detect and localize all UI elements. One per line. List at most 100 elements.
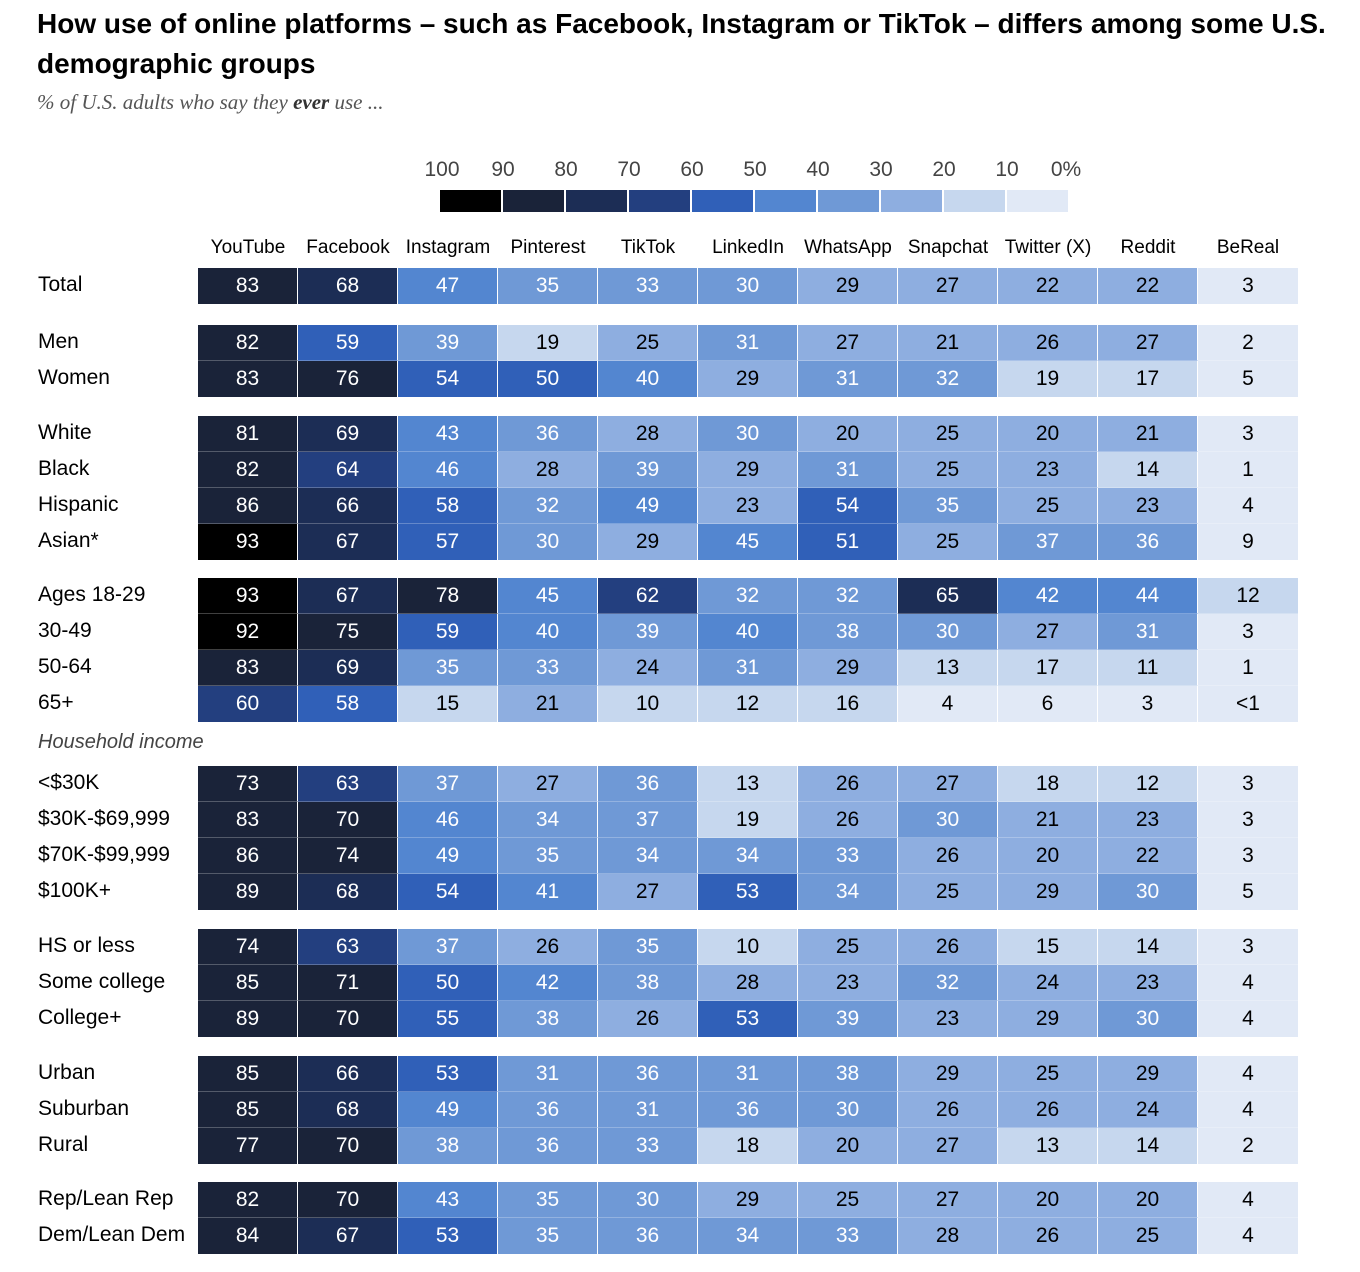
heatmap-cell: 13 [998, 1128, 1098, 1164]
heatmap-cell: 30 [1098, 874, 1198, 910]
heatmap-cell: 28 [898, 1218, 998, 1254]
heatmap-cell: 31 [698, 1056, 798, 1092]
heatmap-cell: 34 [498, 802, 598, 838]
heatmap-cell: 26 [498, 929, 598, 965]
heatmap-cell: 18 [998, 766, 1098, 802]
subtitle-prefix: % of U.S. adults who say they [37, 90, 294, 114]
heatmap-cell: 38 [798, 614, 898, 650]
heatmap-cell: 25 [798, 1182, 898, 1218]
heatmap-cell: 37 [398, 766, 498, 802]
heatmap-cell: 26 [798, 766, 898, 802]
heatmap-cell: 3 [1198, 614, 1298, 650]
heatmap-cell: 14 [1098, 452, 1198, 488]
heatmap-cell: 69 [298, 416, 398, 452]
heatmap-cell: 33 [798, 1218, 898, 1254]
heatmap-cell: 40 [698, 614, 798, 650]
heatmap-cell: 2 [1198, 325, 1298, 361]
chart-title: How use of online platforms – such as Fa… [37, 8, 1326, 79]
row-label: Suburban [38, 1097, 130, 1120]
heatmap-cell: 10 [698, 929, 798, 965]
heatmap-cell: 74 [298, 838, 398, 874]
heatmap-cell: 93 [198, 524, 298, 560]
heatmap-cell: 23 [1098, 965, 1198, 1001]
heatmap-cell: 20 [1098, 1182, 1198, 1218]
heatmap-cell: 36 [1098, 524, 1198, 560]
column-header: TikTok [620, 237, 676, 258]
heatmap-cell: 23 [1098, 488, 1198, 524]
heatmap-cell: 23 [998, 452, 1098, 488]
heatmap-cell: 27 [898, 766, 998, 802]
heatmap-cell: 27 [598, 874, 698, 910]
heatmap-cell: 53 [398, 1218, 498, 1254]
heatmap-cell: 83 [198, 802, 298, 838]
heatmap-cell: 23 [698, 488, 798, 524]
column-header: YouTube [210, 237, 286, 258]
heatmap-cell: 31 [798, 361, 898, 397]
heatmap-cell: 9 [1198, 524, 1298, 560]
heatmap-cell: 31 [498, 1056, 598, 1092]
heatmap-cell: 22 [1098, 838, 1198, 874]
heatmap-cell: 20 [998, 416, 1098, 452]
heatmap-cell: 32 [898, 965, 998, 1001]
heatmap-cell: 89 [198, 1001, 298, 1037]
heatmap-cell: 29 [1098, 1056, 1198, 1092]
row-label: Women [38, 366, 110, 389]
heatmap-cell: 27 [898, 1128, 998, 1164]
heatmap-cell: 81 [198, 416, 298, 452]
heatmap-cell: 38 [598, 965, 698, 1001]
heatmap-cell: 20 [798, 1128, 898, 1164]
heatmap-cell: 26 [998, 325, 1098, 361]
heatmap-cell: 82 [198, 325, 298, 361]
heatmap-cell: 5 [1198, 361, 1298, 397]
heatmap-cell: 33 [798, 838, 898, 874]
heatmap-cell: 45 [498, 578, 598, 614]
heatmap-cell: 30 [698, 268, 798, 304]
heatmap-cell: 25 [998, 488, 1098, 524]
heatmap-cell: 33 [598, 1128, 698, 1164]
column-header: Snapchat [907, 237, 989, 258]
heatmap-cell: 1 [1198, 452, 1298, 488]
heatmap-cell: 35 [498, 268, 598, 304]
heatmap-cell: 47 [398, 268, 498, 304]
heatmap-cell: 71 [298, 965, 398, 1001]
heatmap-cell: 30 [898, 802, 998, 838]
heatmap-cell: 86 [198, 838, 298, 874]
heatmap-cell: 26 [598, 1001, 698, 1037]
heatmap-cell: 35 [498, 1218, 598, 1254]
heatmap-cell: 25 [898, 524, 998, 560]
column-header: Reddit [1120, 237, 1176, 258]
heatmap-cell: 29 [898, 1056, 998, 1092]
heatmap-cell: 67 [298, 578, 398, 614]
heatmap-cell: 62 [598, 578, 698, 614]
heatmap-cell: 40 [598, 361, 698, 397]
heatmap-cell: 26 [898, 1092, 998, 1128]
heatmap-cell: 65 [898, 578, 998, 614]
heatmap-cell: 35 [898, 488, 998, 524]
row-label: Men [38, 330, 79, 353]
heatmap-cell: 69 [298, 650, 398, 686]
heatmap-cell: 21 [498, 686, 598, 722]
heatmap-cell: 43 [398, 1182, 498, 1218]
heatmap-cell: 85 [198, 965, 298, 1001]
row-label: Rural [38, 1133, 89, 1156]
heatmap-cell: 29 [698, 361, 798, 397]
heatmap-cell: 74 [198, 929, 298, 965]
row-label: College+ [38, 1006, 122, 1029]
heatmap-cell: 49 [398, 1092, 498, 1128]
row-label: 50-64 [38, 655, 92, 678]
heatmap-cell: 23 [798, 965, 898, 1001]
heatmap-cell: 27 [498, 766, 598, 802]
heatmap-cell: 31 [798, 452, 898, 488]
heatmap-cell: 14 [1098, 929, 1198, 965]
heatmap-cell: 4 [1198, 488, 1298, 524]
heatmap-cell: 66 [298, 488, 398, 524]
chart-subtitle: % of U.S. adults who say they ever use .… [37, 90, 383, 115]
row-label: Hispanic [38, 493, 119, 516]
heatmap-cell: 21 [898, 325, 998, 361]
heatmap-cell: 43 [398, 416, 498, 452]
heatmap-cell: 30 [698, 416, 798, 452]
heatmap-cell: 12 [1098, 766, 1198, 802]
heatmap-cell: 4 [1198, 1218, 1298, 1254]
heatmap-cell: 37 [998, 524, 1098, 560]
heatmap-cell: 30 [498, 524, 598, 560]
